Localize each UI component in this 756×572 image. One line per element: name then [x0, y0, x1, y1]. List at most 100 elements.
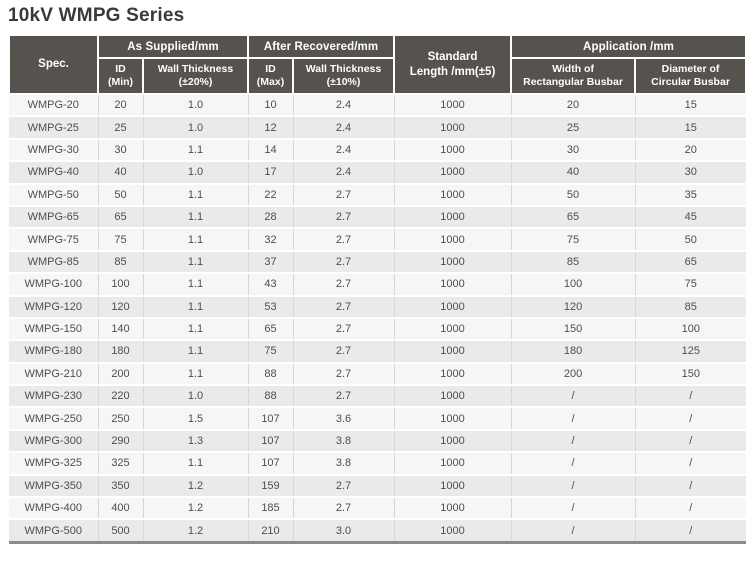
table-row: WMPG-30 30 1.1 14 2.4 1000 30 20	[9, 138, 747, 163]
cell-standard-length: 1000	[394, 362, 512, 387]
cell-diameter-circular-busbar: /	[635, 407, 747, 431]
cell-wall-thickness-20: 1.1	[143, 228, 249, 252]
cell-wall-thickness-20: 1.1	[143, 183, 249, 207]
cell-spec: WMPG-65	[9, 205, 99, 230]
table-header: Spec. As Supplied/mm After Recovered/mm …	[8, 34, 748, 95]
cell-wall-thickness-20: 1.1	[143, 340, 249, 364]
cell-spec: WMPG-325	[9, 452, 99, 476]
table-row: WMPG-400 400 1.2 185 2.7 1000//	[9, 497, 747, 521]
cell-wall-thickness-10: 2.7	[293, 497, 395, 521]
cell-standard-length: 1000	[394, 519, 512, 544]
table-row: WMPG-40 40 1.0 17 2.4 1000 40 30	[9, 161, 747, 185]
cell-id-min: 30	[98, 138, 144, 163]
table-row: WMPG-500 500 1.2 210 3.0 1000//	[9, 519, 747, 544]
header-id-max: ID (Max)	[247, 57, 294, 95]
header-standard-length: Standard Length /mm(±5)	[393, 34, 513, 95]
cell-diameter-circular-busbar: 30	[635, 161, 747, 185]
cell-spec: WMPG-75	[9, 228, 99, 252]
cell-width-rectangular-busbar: 25	[511, 116, 636, 140]
cell-diameter-circular-busbar: 35	[635, 183, 747, 207]
cell-spec: WMPG-180	[9, 340, 99, 364]
cell-standard-length: 1000	[394, 385, 512, 409]
cell-standard-length: 1000	[394, 429, 512, 454]
cell-id-min: 40	[98, 161, 144, 185]
cell-diameter-circular-busbar: /	[635, 452, 747, 476]
header-spec: Spec.	[8, 34, 99, 95]
header-after-recovered: After Recovered/mm	[246, 34, 396, 59]
cell-standard-length: 1000	[394, 183, 512, 207]
cell-wall-thickness-10: 2.7	[293, 385, 395, 409]
cell-spec: WMPG-300	[9, 429, 99, 454]
header-standard-length-line1: Standard	[427, 50, 478, 63]
cell-width-rectangular-busbar: 65	[511, 205, 636, 230]
cell-diameter-circular-busbar: 65	[635, 250, 747, 275]
cell-id-max: 17	[248, 161, 294, 185]
cell-wall-thickness-20: 1.1	[143, 205, 249, 230]
header-diameter-circular-busbar: Diameter of Circular Busbar	[634, 57, 748, 95]
cell-standard-length: 1000	[394, 317, 512, 342]
cell-wall-thickness-10: 3.6	[293, 407, 395, 431]
cell-wall-thickness-20: 1.1	[143, 317, 249, 342]
cell-diameter-circular-busbar: 75	[635, 273, 747, 297]
cell-wall-thickness-10: 2.7	[293, 474, 395, 499]
cell-diameter-circular-busbar: /	[635, 385, 747, 409]
cell-id-max: 107	[248, 429, 294, 454]
cell-id-max: 22	[248, 183, 294, 207]
cell-id-max: 14	[248, 138, 294, 163]
cell-id-max: 37	[248, 250, 294, 275]
cell-id-min: 400	[98, 497, 144, 521]
cell-id-min: 65	[98, 205, 144, 230]
cell-id-max: 88	[248, 385, 294, 409]
cell-width-rectangular-busbar: 20	[511, 94, 636, 118]
cell-id-min: 75	[98, 228, 144, 252]
cell-wall-thickness-10: 3.8	[293, 429, 395, 454]
cell-id-min: 325	[98, 452, 144, 476]
header-width-rectangular-busbar: Width of Rectangular Busbar	[510, 57, 637, 95]
cell-spec: WMPG-100	[9, 273, 99, 297]
cell-width-rectangular-busbar: /	[511, 385, 636, 409]
cell-id-max: 159	[248, 474, 294, 499]
table-row: WMPG-100 100 1.1 43 2.7 1000 100 75	[9, 273, 747, 297]
cell-wall-thickness-10: 2.4	[293, 138, 395, 163]
cell-spec: WMPG-120	[9, 295, 99, 319]
cell-wall-thickness-20: 1.2	[143, 474, 249, 499]
cell-width-rectangular-busbar: /	[511, 407, 636, 431]
cell-id-max: 53	[248, 295, 294, 319]
cell-wall-thickness-10: 2.7	[293, 273, 395, 297]
cell-id-max: 185	[248, 497, 294, 521]
cell-width-rectangular-busbar: 85	[511, 250, 636, 275]
cell-diameter-circular-busbar: /	[635, 497, 747, 521]
cell-standard-length: 1000	[394, 273, 512, 297]
cell-spec: WMPG-20	[9, 94, 99, 118]
cell-wall-thickness-10: 2.7	[293, 250, 395, 275]
table-row: WMPG-75 75 1.1 32 2.7 1000 75 50	[9, 228, 747, 252]
cell-wall-thickness-10: 2.7	[293, 340, 395, 364]
table-row: WMPG-230 220 1.0 88 2.7 1000//	[9, 385, 747, 409]
spec-table: Spec. As Supplied/mm After Recovered/mm …	[8, 34, 748, 544]
cell-width-rectangular-busbar: 180	[511, 340, 636, 364]
cell-standard-length: 1000	[394, 116, 512, 140]
cell-wall-thickness-20: 1.0	[143, 94, 249, 118]
cell-id-max: 43	[248, 273, 294, 297]
cell-standard-length: 1000	[394, 161, 512, 185]
table-row: WMPG-250 250 1.5 107 3.6 1000//	[9, 407, 747, 431]
cell-width-rectangular-busbar: /	[511, 497, 636, 521]
cell-spec: WMPG-25	[9, 116, 99, 140]
header-standard-length-line2: Length /mm(±5)	[409, 65, 496, 78]
cell-wall-thickness-10: 3.8	[293, 452, 395, 476]
cell-width-rectangular-busbar: 100	[511, 273, 636, 297]
cell-spec: WMPG-500	[9, 519, 99, 544]
cell-id-max: 28	[248, 205, 294, 230]
cell-id-min: 500	[98, 519, 144, 544]
table-row: WMPG-65 65 1.1 28 2.7 1000 65 45	[9, 205, 747, 230]
header-wall-thickness-20: Wall Thickness (±20%)	[142, 57, 249, 95]
cell-wall-thickness-20: 1.0	[143, 116, 249, 140]
cell-wall-thickness-20: 1.1	[143, 452, 249, 476]
cell-wall-thickness-20: 1.1	[143, 250, 249, 275]
cell-width-rectangular-busbar: /	[511, 452, 636, 476]
cell-id-max: 210	[248, 519, 294, 544]
table-row: WMPG-50 50 1.1 22 2.7 1000 50 35	[9, 183, 747, 207]
cell-wall-thickness-20: 1.0	[143, 385, 249, 409]
cell-wall-thickness-10: 2.7	[293, 205, 395, 230]
cell-diameter-circular-busbar: 15	[635, 94, 747, 118]
